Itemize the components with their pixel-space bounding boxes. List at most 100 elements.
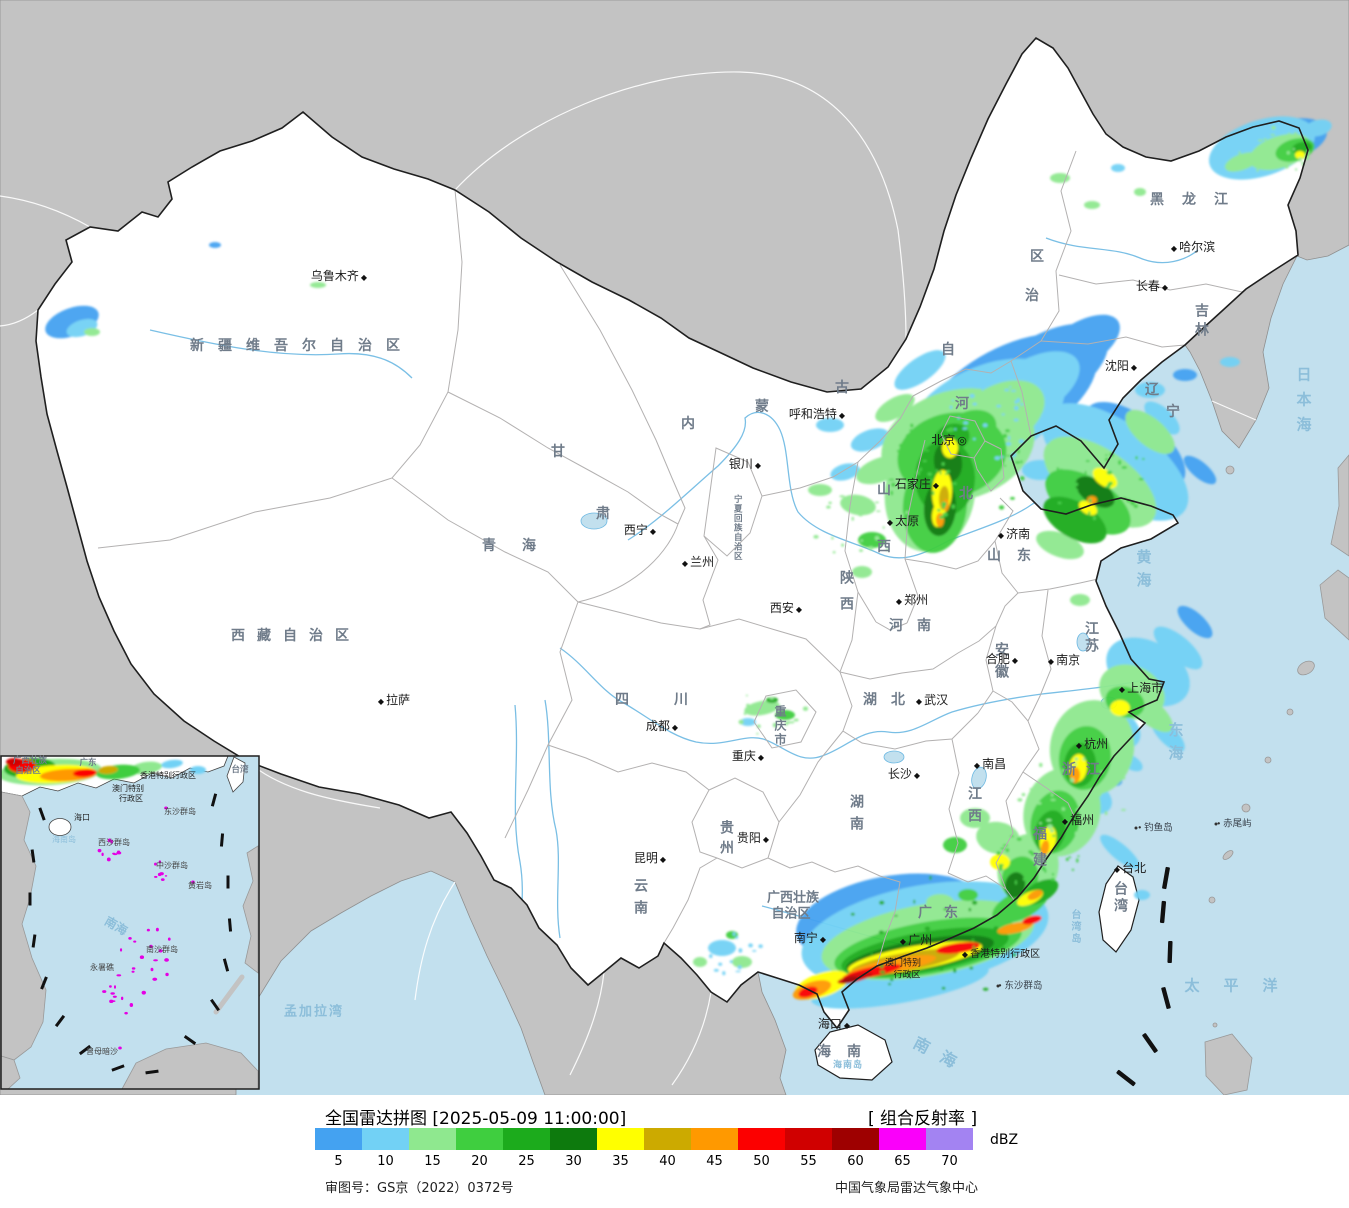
island-mark <box>149 944 153 949</box>
radar-speckle <box>748 943 753 948</box>
island-mark <box>146 928 150 932</box>
island-mark <box>116 974 122 977</box>
radar-speckle <box>851 516 854 521</box>
radar-speckle <box>787 720 790 725</box>
radar-speckle <box>718 962 723 966</box>
radar-speckle <box>738 719 744 725</box>
radar-speckle <box>1047 824 1053 830</box>
radar-echo <box>190 766 206 774</box>
radar-speckle <box>969 966 974 970</box>
island-mark <box>133 940 137 943</box>
legend-step: 30 <box>550 1128 597 1169</box>
island-mark <box>153 959 158 962</box>
island-mark <box>101 852 104 857</box>
radar-speckle <box>951 399 955 402</box>
radar-speckle <box>972 437 976 441</box>
radar-speckle <box>850 912 855 916</box>
radar-echo <box>1004 872 1026 898</box>
radar-speckle <box>1050 877 1055 882</box>
nine-dash-line <box>1116 866 1173 1087</box>
radar-speckle <box>1256 168 1259 173</box>
radar-speckle <box>1016 837 1022 841</box>
radar-speckle <box>946 469 951 473</box>
radar-speckle <box>735 970 741 973</box>
radar-speckle <box>1021 793 1026 797</box>
radar-echo <box>6 758 22 766</box>
radar-speckle <box>1020 403 1024 406</box>
island-mark <box>165 972 169 977</box>
radar-speckle <box>1121 808 1126 811</box>
island-mark <box>139 955 145 960</box>
island-mark <box>118 1046 122 1050</box>
legend-value: 15 <box>424 1154 441 1169</box>
radar-speckle <box>789 721 795 724</box>
radar-speckle <box>1286 150 1290 155</box>
island-mark <box>102 990 107 993</box>
radar-echo <box>1134 890 1150 900</box>
radar-speckle <box>1031 802 1035 805</box>
radar-echo <box>1220 357 1240 367</box>
radar-speckle <box>1040 791 1045 795</box>
island-mark <box>107 838 112 843</box>
south-china-sea-inset <box>0 755 260 1090</box>
radar-speckle <box>922 459 927 463</box>
radar-speckle <box>1048 487 1052 492</box>
radar-speckle <box>745 694 748 697</box>
radar-speckle <box>882 526 885 529</box>
radar-speckle <box>1061 769 1065 772</box>
radar-echo <box>708 940 736 956</box>
island-mark <box>110 839 113 844</box>
inset-radar-echo-layer <box>1 757 206 786</box>
radar-speckle <box>1013 418 1019 422</box>
radar-speckle <box>1026 379 1032 382</box>
radar-speckle <box>1070 491 1076 496</box>
radar-speckle <box>981 387 984 391</box>
legend-swatch <box>409 1128 456 1150</box>
radar-speckle <box>975 486 978 490</box>
radar-echo <box>73 768 97 778</box>
radar-echo <box>1084 201 1100 209</box>
radar-speckle <box>1017 798 1023 802</box>
radar-speckle <box>952 482 957 485</box>
radar-speckle <box>1004 388 1010 392</box>
radar-echo <box>1295 151 1305 159</box>
radar-speckle <box>888 982 892 986</box>
radar-speckle <box>1004 429 1010 433</box>
legend-value: 35 <box>612 1154 629 1169</box>
legend-value: 70 <box>941 1154 958 1169</box>
radar-speckle <box>941 462 945 466</box>
radar-speckle <box>858 512 863 517</box>
radar-speckle <box>769 697 775 700</box>
radar-speckle <box>859 495 863 501</box>
radar-speckle <box>969 435 972 439</box>
radar-echo <box>1100 834 1140 870</box>
radar-speckle <box>876 510 881 512</box>
radar-speckle <box>1077 855 1080 857</box>
radar-speckle <box>1043 776 1048 780</box>
map-approval-number: 审图号：GS京（2022）0372号 <box>325 1181 514 1196</box>
radar-speckle <box>1074 762 1077 766</box>
radar-speckle <box>1057 501 1062 505</box>
radar-speckle <box>1105 454 1108 456</box>
radar-echo <box>1134 188 1146 196</box>
legend-step: 25 <box>503 1128 550 1169</box>
radar-speckle <box>1118 460 1122 465</box>
radar-speckle <box>1077 792 1082 795</box>
radar-speckle <box>1088 498 1092 503</box>
radar-echo <box>1022 915 1042 925</box>
island-mark <box>124 1011 128 1015</box>
island-mark <box>97 848 102 853</box>
radar-speckle <box>1006 442 1012 446</box>
legend-value: 25 <box>518 1154 535 1169</box>
radar-echo <box>850 428 890 452</box>
radar-echo <box>816 418 844 432</box>
radar-speckle <box>1015 461 1021 464</box>
radar-speckle <box>971 938 975 942</box>
radar-speckle <box>996 404 1001 408</box>
island-mark <box>106 857 111 862</box>
radar-speckle <box>831 536 834 540</box>
radar-speckle <box>1120 501 1123 505</box>
radar-speckle <box>1068 856 1071 859</box>
radar-echo <box>775 710 795 720</box>
legend-swatch <box>926 1128 973 1150</box>
